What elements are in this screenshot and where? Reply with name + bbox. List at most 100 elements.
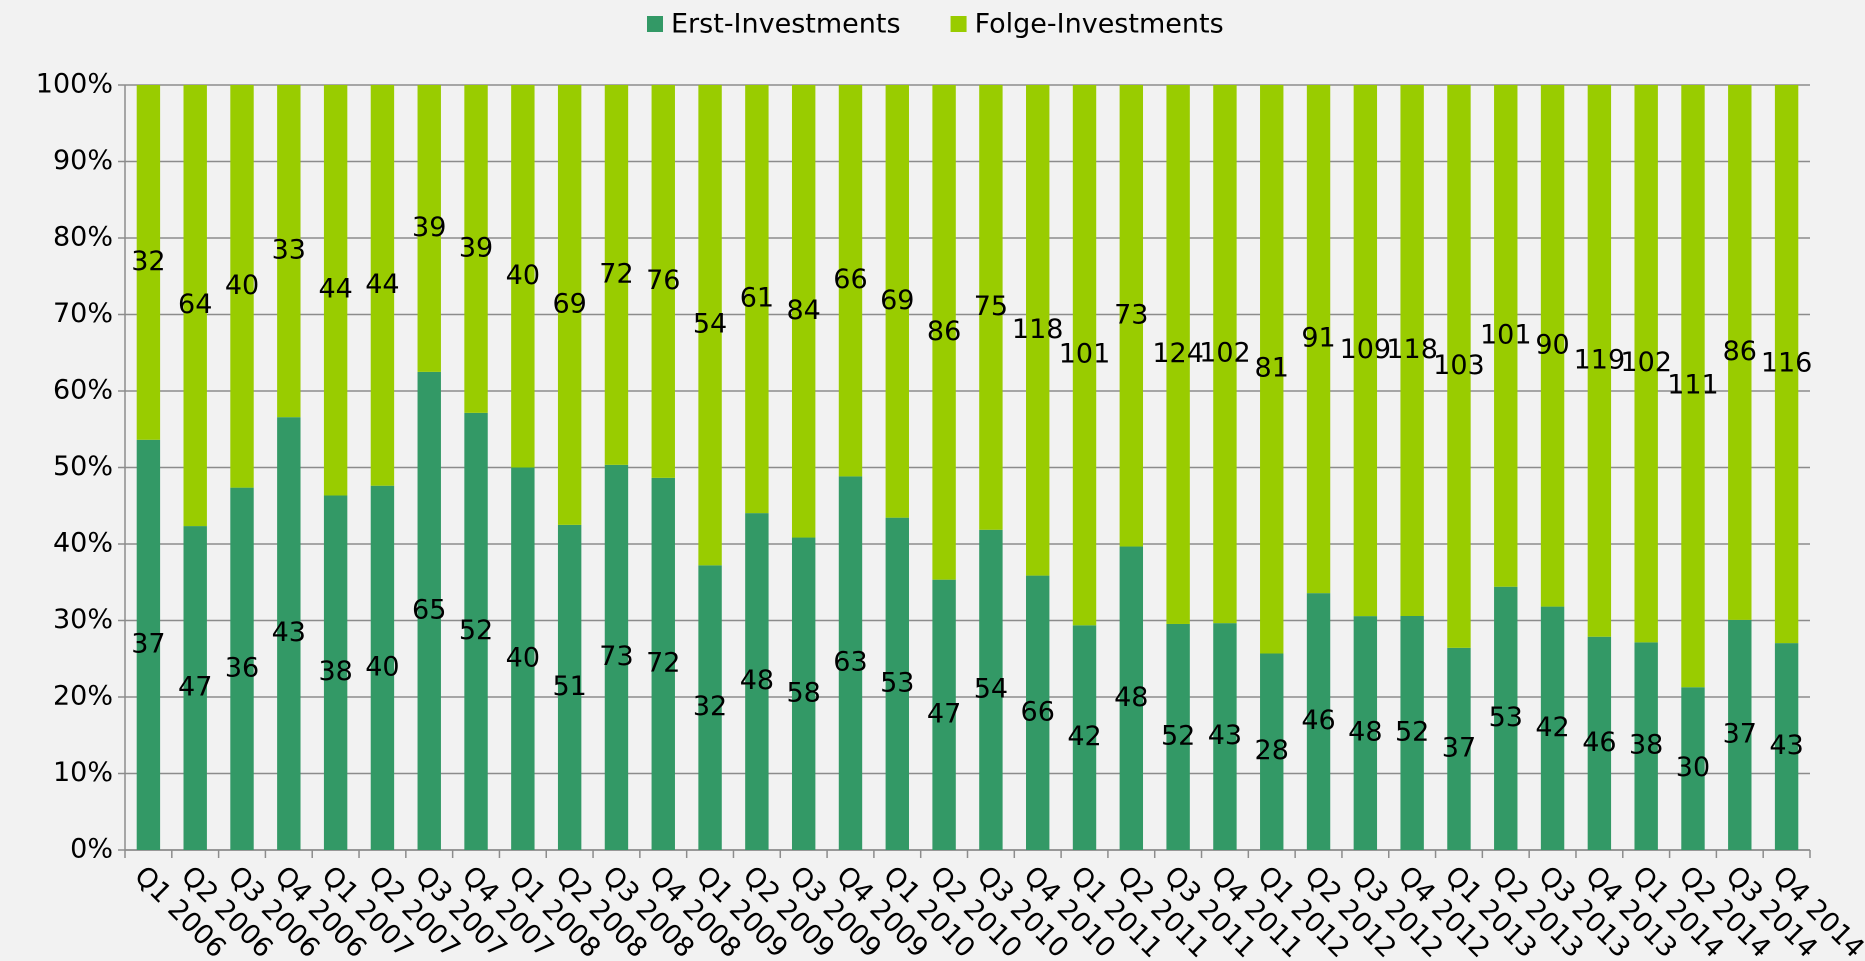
data-label: 48 (1348, 717, 1382, 748)
data-label: 43 (272, 617, 306, 648)
data-label: 102 (1199, 338, 1251, 369)
bar-segment (885, 85, 909, 518)
bar-segment (323, 495, 348, 850)
data-label: 65 (412, 594, 446, 625)
data-label: 28 (1255, 735, 1289, 766)
bar-segment (698, 85, 722, 566)
bar-segment (885, 517, 909, 850)
y-tick-label: 0% (70, 834, 113, 865)
data-label: 86 (927, 316, 961, 347)
y-tick-label: 90% (53, 145, 113, 176)
data-label: 76 (646, 265, 680, 296)
data-label: 47 (927, 698, 961, 729)
bar-segment (1774, 643, 1799, 850)
bar-segment (838, 476, 863, 850)
data-label: 30 (1676, 752, 1710, 783)
bar-segment (1306, 85, 1331, 594)
data-label: 102 (1620, 347, 1672, 378)
bar-segment (557, 524, 582, 850)
bar-segment (464, 85, 488, 413)
data-label: 118 (1012, 314, 1064, 345)
bar-segment (136, 439, 161, 850)
data-label: 32 (693, 691, 727, 722)
data-label: 61 (740, 283, 774, 314)
bar-segment (1587, 636, 1612, 850)
bar-segment (277, 417, 301, 850)
data-label: 38 (318, 656, 352, 687)
data-label: 48 (1114, 682, 1148, 713)
data-label: 46 (1301, 705, 1335, 736)
data-label: 43 (1208, 720, 1242, 751)
legend-label: Erst-Investments (671, 9, 901, 40)
data-label: 52 (459, 615, 493, 646)
bar-segment (464, 412, 488, 850)
data-label: 69 (880, 285, 914, 316)
data-label: 40 (365, 651, 399, 682)
bar-segment (1447, 85, 1471, 648)
bar-segment (417, 371, 441, 850)
bar-segment (230, 85, 254, 488)
bar-segment (791, 537, 816, 850)
data-label: 52 (1395, 717, 1429, 748)
data-label: 72 (646, 647, 680, 678)
bar-segment (651, 477, 675, 850)
bar-segment (511, 467, 535, 850)
bar-segment (1587, 85, 1612, 637)
data-label: 32 (131, 246, 165, 277)
bar-segment (932, 579, 956, 850)
data-label: 81 (1255, 353, 1289, 384)
bar-segment (1681, 687, 1705, 850)
data-label: 37 (131, 628, 165, 659)
bar-segment (1072, 625, 1097, 850)
data-label: 36 (225, 652, 259, 683)
data-label: 101 (1059, 339, 1111, 370)
bar-segment (1634, 85, 1658, 643)
data-label: 44 (365, 269, 399, 300)
bar-segment (370, 485, 395, 850)
y-tick-label: 60% (53, 375, 113, 406)
bar-segment (323, 85, 348, 496)
data-label: 42 (1535, 712, 1569, 743)
y-tick-label: 10% (53, 757, 113, 788)
bar-segment (698, 565, 722, 850)
bar-segment (1540, 85, 1565, 607)
legend-swatch (950, 16, 967, 32)
data-label: 53 (1489, 702, 1523, 733)
data-label: 90 (1535, 329, 1569, 360)
data-label: 42 (1067, 721, 1101, 752)
data-label: 116 (1761, 348, 1813, 379)
bar-segment (511, 85, 535, 468)
data-label: 66 (1021, 696, 1055, 727)
data-label: 37 (1442, 732, 1476, 763)
data-label: 40 (506, 642, 540, 673)
data-label: 73 (599, 641, 633, 672)
data-label: 64 (178, 289, 212, 320)
data-label: 48 (740, 665, 774, 696)
data-label: 58 (787, 677, 821, 708)
data-label: 91 (1301, 323, 1335, 354)
bar-segment (979, 85, 1003, 530)
data-label: 38 (1629, 730, 1663, 761)
bar-segment (183, 85, 207, 527)
bar-segment (1166, 623, 1190, 850)
bar-segment (1260, 653, 1284, 850)
bar-segment (230, 487, 254, 850)
bar-segment (1728, 85, 1752, 620)
bar-segment (651, 85, 675, 478)
data-label: 75 (974, 291, 1008, 322)
data-label: 53 (880, 667, 914, 698)
bar-segment (1119, 546, 1144, 850)
data-label: 111 (1667, 370, 1719, 401)
data-label: 40 (506, 260, 540, 291)
bar-segment (277, 85, 301, 418)
bar-segment (1774, 85, 1799, 644)
bar-segment (1072, 85, 1097, 626)
data-label: 124 (1152, 338, 1204, 369)
data-label: 33 (272, 235, 306, 266)
bar-segment (1540, 606, 1565, 850)
data-label: 86 (1723, 336, 1757, 367)
bar-segment (183, 526, 207, 850)
y-tick-label: 50% (53, 451, 113, 482)
bar-segment (838, 85, 863, 477)
data-label: 119 (1574, 344, 1626, 375)
